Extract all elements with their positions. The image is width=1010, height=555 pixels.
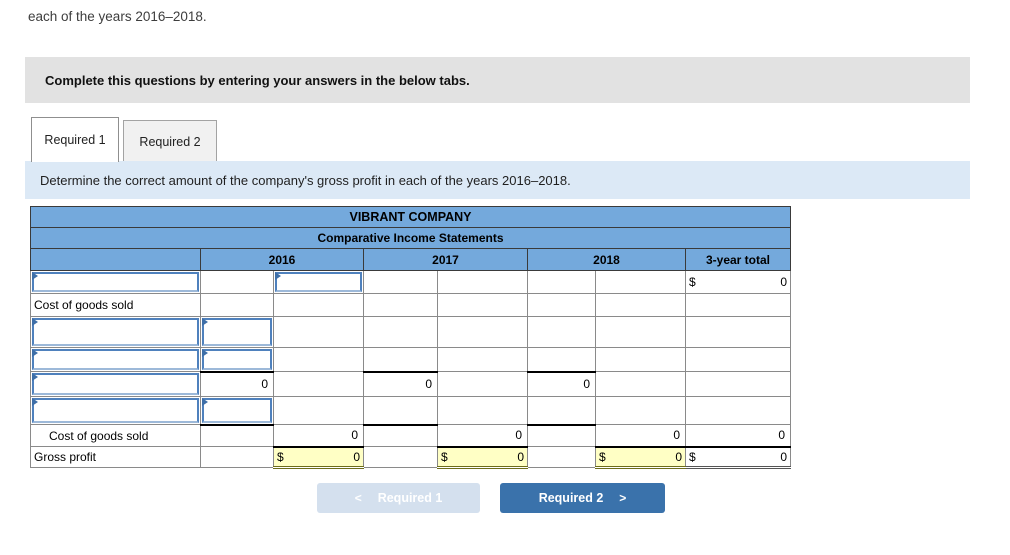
chevron-left-icon: < <box>354 491 362 505</box>
row1-total-cell: $ 0 <box>685 270 791 294</box>
row8-2016-gross-profit-cell: $ 0 <box>273 445 364 469</box>
table-subtitle: Comparative Income Statements <box>30 227 791 249</box>
row7-2016-cogs: 0 <box>273 424 364 447</box>
row7-total-cogs: 0 <box>685 424 791 447</box>
row8-2016-value: 0 <box>353 449 360 464</box>
row1-2016-amount-input[interactable] <box>275 272 362 292</box>
row8-total-value: 0 <box>780 449 787 464</box>
required-1-prev-button[interactable]: < Required 1 <box>317 483 480 513</box>
row8-label-gross-profit: Gross profit <box>30 446 201 468</box>
row1-total-value: 0 <box>780 275 787 289</box>
next-button-label: Required 2 <box>538 491 604 505</box>
row2-label-cogs: Cost of goods sold <box>30 293 201 317</box>
row7-2018-cogs: 0 <box>595 424 686 447</box>
complete-banner: Complete this questions by entering your… <box>25 57 970 103</box>
dollar-sign: $ <box>441 449 448 464</box>
row8-2017-value: 0 <box>517 449 524 464</box>
tab-required-2[interactable]: Required 2 <box>123 120 217 162</box>
prev-button-label: Required 1 <box>377 491 443 505</box>
row8-total-gross-profit-cell: $ 0 <box>685 445 791 469</box>
dollar-sign: $ <box>599 449 606 464</box>
col-header-2016: 2016 <box>200 248 364 271</box>
row5-2016-subtotal: 0 <box>200 370 274 397</box>
row3-2016-item-input[interactable] <box>202 318 272 346</box>
row8-2017-gross-profit-cell: $ 0 <box>437 445 528 469</box>
col-header-2018: 2018 <box>527 248 686 271</box>
tab-required-1[interactable]: Required 1 <box>31 117 119 162</box>
intro-text: each of the years 2016–2018. <box>28 9 207 24</box>
required-2-next-button[interactable]: Required 2 > <box>500 483 665 513</box>
row4-2016-item-input[interactable] <box>202 349 272 370</box>
col-header-3-year-total: 3-year total <box>685 248 791 271</box>
row8-2018-gross-profit-cell: $ 0 <box>595 445 686 469</box>
row5-2017-subtotal: 0 <box>363 370 438 397</box>
col-header-2017: 2017 <box>363 248 528 271</box>
row3-label-input[interactable] <box>32 318 199 346</box>
row5-2018-subtotal: 0 <box>527 370 596 397</box>
row7-2017-cogs: 0 <box>437 424 528 447</box>
col-header-blank <box>30 248 201 271</box>
row5-label-input[interactable] <box>32 373 199 395</box>
row4-label-input[interactable] <box>32 349 199 370</box>
income-statement-table: VIBRANT COMPANY Comparative Income State… <box>30 206 791 469</box>
row6-label-input[interactable] <box>32 398 199 423</box>
table-title: VIBRANT COMPANY <box>30 206 791 228</box>
row6-2016-item-input[interactable] <box>202 398 272 423</box>
instruction-text: Determine the correct amount of the comp… <box>25 161 970 199</box>
dollar-sign: $ <box>689 275 696 289</box>
dollar-sign: $ <box>277 449 284 464</box>
row7-label-cogs-total: Cost of goods sold <box>30 424 201 447</box>
dollar-sign: $ <box>689 449 696 464</box>
chevron-right-icon: > <box>619 491 627 505</box>
row1-label-input[interactable] <box>32 272 199 292</box>
row8-2018-value: 0 <box>675 449 682 464</box>
